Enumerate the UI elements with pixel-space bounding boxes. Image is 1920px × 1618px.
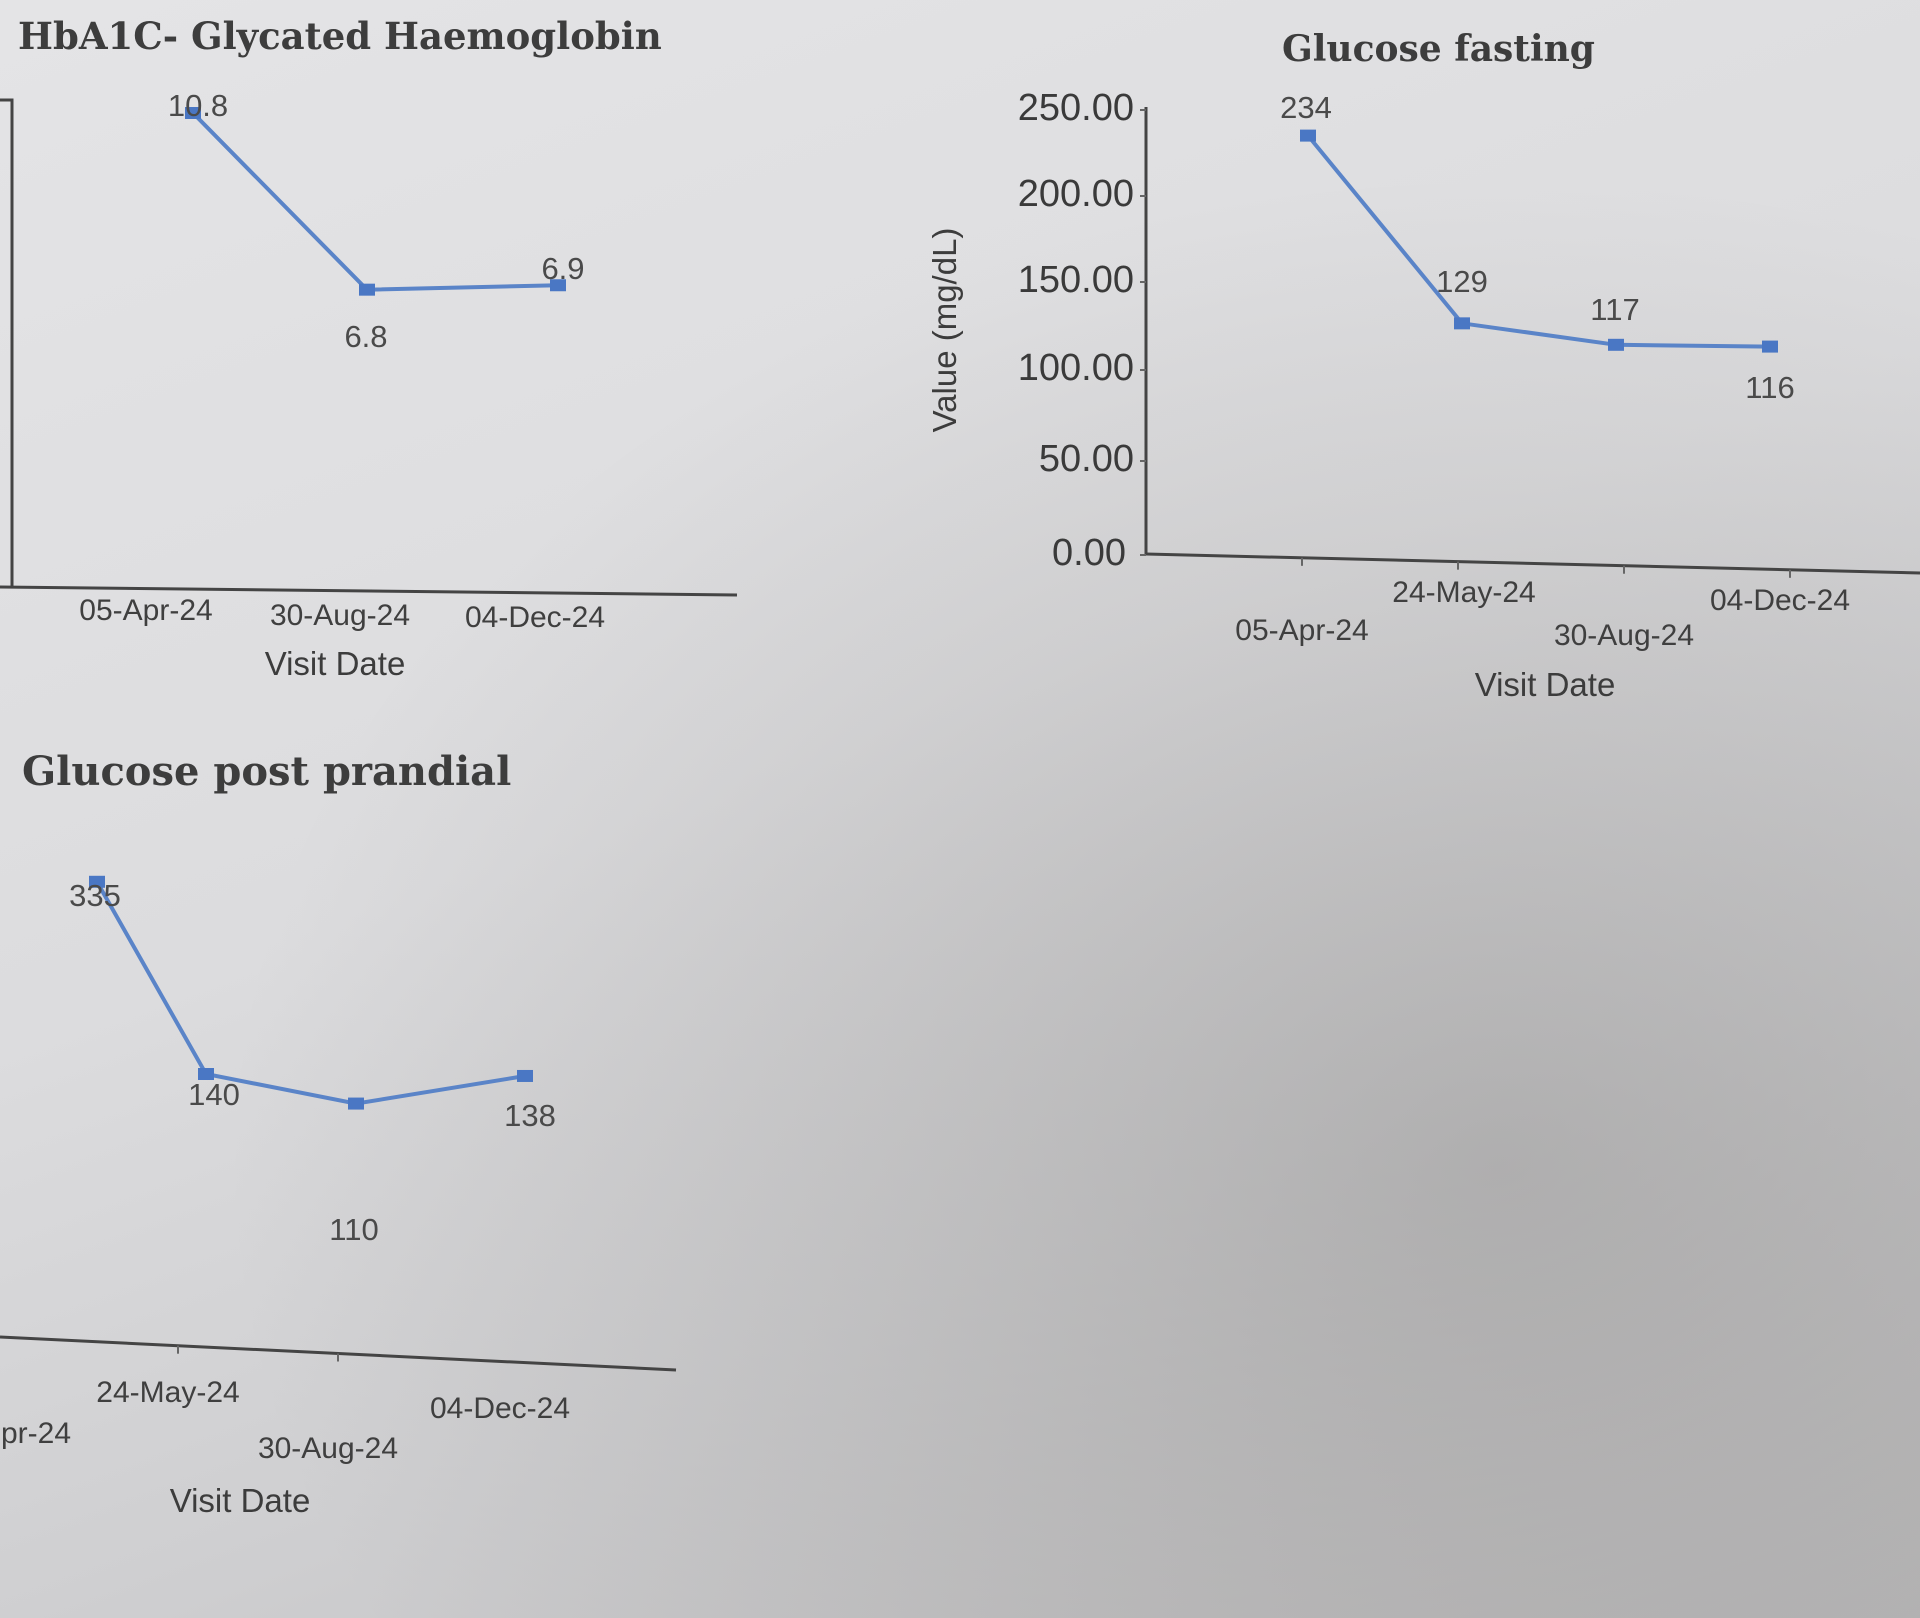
- glucose-pp-x-tick-label: 30-Aug-24: [258, 1432, 398, 1465]
- glucose-pp-chart-title: Glucose post prandial: [22, 748, 512, 795]
- glucose-pp-data-label: 110: [329, 1212, 378, 1247]
- glucose-pp-data-label: 140: [188, 1077, 240, 1112]
- hba1c-x-tick-label: 05-Apr-24: [79, 594, 212, 627]
- glucose-fasting-y-tick-label: 100.00: [1018, 347, 1134, 389]
- glucose-fasting-y-axis-title: Value (mg/dL): [926, 228, 963, 433]
- glucose-fasting-x-axis: [1145, 552, 1920, 575]
- glucose-fasting-y-tick-label: 200.00: [1018, 173, 1134, 215]
- glucose-fasting-x-axis-title: Visit Date: [1475, 666, 1616, 703]
- glucose-fasting-point: [1300, 129, 1316, 142]
- glucose-fasting-series-line: [1306, 134, 1771, 349]
- glucose-fasting-x-tick-label: 30-Aug-24: [1554, 619, 1694, 652]
- hba1c-data-label: 6.9: [541, 251, 584, 286]
- glucose-pp-point: [198, 1068, 214, 1080]
- glucose-pp-point: [348, 1097, 364, 1110]
- hba1c-x-tick-label: 30-Aug-24: [270, 599, 410, 632]
- hba1c-data-label: 6.8: [344, 319, 387, 354]
- hba1c-x-tick-label: 04-Dec-24: [465, 601, 605, 634]
- glucose-fasting-y-tick-label: 50.00: [1039, 438, 1134, 480]
- hba1c-chart-title: HbA1C- Glycated Haemoglobin: [18, 14, 662, 58]
- glucose-pp-x-tick-label: 24-May-24: [96, 1376, 239, 1409]
- hba1c-point: [550, 279, 566, 292]
- hba1c-point: [185, 107, 201, 119]
- glucose-fasting-data-label: 129: [1436, 264, 1488, 299]
- hba1c-y-axis: [0, 98, 14, 587]
- hba1c-x-axis-title: Visit Date: [265, 645, 406, 682]
- glucose-fasting-x-tick-label: 05-Apr-24: [1235, 614, 1368, 647]
- glucose-pp-point: [89, 875, 105, 888]
- glucose-fasting-data-label: 117: [1590, 292, 1639, 327]
- glucose-fasting-data-label: 234: [1280, 90, 1332, 125]
- glucose-fasting-x-tick-label: 24-May-24: [1392, 576, 1535, 609]
- glucose-fasting-y-tick-label: 0.00: [1052, 532, 1126, 574]
- glucose-fasting-point: [1608, 338, 1624, 351]
- glucose-fasting-y-tick-label: 150.00: [1018, 259, 1134, 301]
- hba1c-point: [359, 283, 375, 296]
- glucose-pp-x-tick-label: 04-Dec-24: [430, 1392, 570, 1425]
- glucose-pp-series-line: [95, 880, 526, 1106]
- hba1c-x-axis: [0, 585, 738, 597]
- glucose-pp-x-axis-title: Visit Date: [170, 1482, 311, 1519]
- hba1c-series-line: [191, 111, 559, 292]
- glucose-fasting-point: [1454, 317, 1470, 330]
- glucose-pp-data-label: 335: [69, 878, 121, 913]
- glucose-fasting-data-label: 116: [1745, 370, 1794, 405]
- glucose-pp-x-tick-label: pr-24: [1, 1417, 71, 1450]
- glucose-pp-data-label: 138: [504, 1098, 556, 1133]
- glucose-fasting-point: [1762, 340, 1778, 353]
- glucose-fasting-x-tick-label: 04-Dec-24: [1710, 584, 1850, 617]
- glucose-fasting-chart-title: Glucose fasting: [1282, 28, 1595, 70]
- glucose-fasting-y-tick-label: 250.00: [1018, 87, 1134, 129]
- hba1c-data-label: 10.8: [168, 88, 228, 123]
- glucose-pp-point: [517, 1069, 533, 1082]
